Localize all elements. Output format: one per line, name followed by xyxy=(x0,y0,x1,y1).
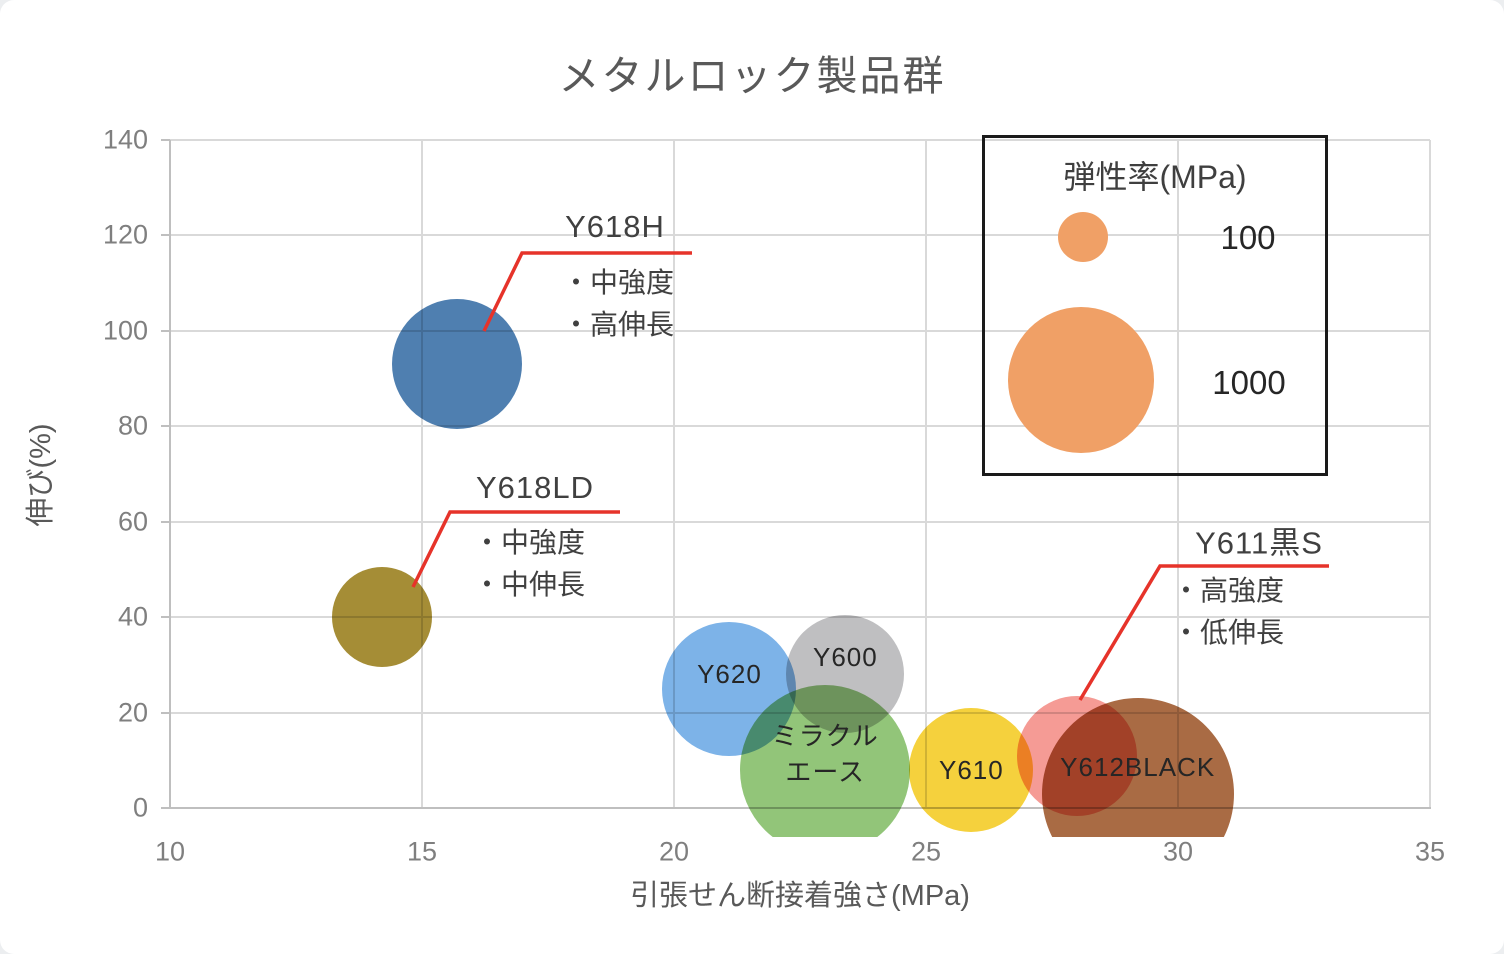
y-axis-title: 伸び(%) xyxy=(25,423,57,527)
horizontal-gridline-100 xyxy=(170,329,1430,332)
vertical-gridline-35 xyxy=(1429,140,1431,808)
legend-small-bubble-icon xyxy=(1058,212,1108,262)
horizontal-gridline-40 xyxy=(170,616,1430,619)
y-tick-label-0: 0 xyxy=(132,792,148,823)
legend-value-100: 100 xyxy=(1220,219,1276,256)
callout-bullets-Y611黒S: ・高強度 ・低伸長 xyxy=(1172,575,1285,648)
y-tick-label-140: 140 xyxy=(102,124,148,155)
y-tick-mark-20 xyxy=(161,711,170,714)
bubble-label-Y612BLACK: Y612BLACK xyxy=(1060,751,1216,782)
y-tick-mark-140 xyxy=(161,139,170,141)
callout-bullets-Y618LD: ・中強度 ・中伸長 xyxy=(473,527,586,600)
vertical-gridline-25 xyxy=(925,140,927,808)
horizontal-gridline-60 xyxy=(170,520,1430,523)
bubble-Y618H xyxy=(392,299,523,430)
y-tick-label-80: 80 xyxy=(117,410,148,441)
bubble-label-ミラクルエース: ミラクル エース xyxy=(771,720,879,787)
y-tick-label-100: 100 xyxy=(102,315,148,346)
y-axis-line xyxy=(169,140,171,808)
callout-bullets-Y618H: ・中強度 ・高伸長 xyxy=(562,267,675,340)
y-tick-label-20: 20 xyxy=(117,697,148,728)
bubble-ミラクルエース xyxy=(740,684,911,837)
bubble-label-Y620: Y620 xyxy=(697,658,762,689)
callout-name-Y618LD: Y618LD xyxy=(475,470,595,505)
x-tick-label-10: 10 xyxy=(154,836,186,867)
bubble-label-Y600: Y600 xyxy=(812,642,878,673)
bubble-Y610 xyxy=(909,707,1034,832)
y-tick-mark-120 xyxy=(161,234,170,237)
legend-value-1000: 1000 xyxy=(1212,364,1286,401)
chart-title: メタルロック製品群 xyxy=(558,53,946,99)
x-tick-label-25: 25 xyxy=(910,836,942,867)
x-axis-title: 引張せん断接着強さ(MPa) xyxy=(630,880,970,912)
bubble-label-Y610: Y610 xyxy=(938,754,1004,785)
y-tick-mark-80 xyxy=(161,425,170,428)
x-tick-label-35: 35 xyxy=(1414,836,1446,867)
legend-large-bubble-icon xyxy=(1008,307,1154,453)
callout-name-Y618H: Y618H xyxy=(565,209,665,244)
bubble-Y618LD xyxy=(331,567,432,668)
vertical-gridline-20 xyxy=(673,140,675,808)
modulus-size-legend: 弾性率(MPa) 100 1000 xyxy=(982,135,1328,476)
horizontal-gridline-140 xyxy=(170,139,1430,141)
x-tick-label-30: 30 xyxy=(1162,836,1194,867)
y-tick-label-120: 120 xyxy=(102,219,148,250)
y-tick-mark-40 xyxy=(161,616,170,619)
y-tick-mark-0 xyxy=(161,807,170,809)
vertical-gridline-15 xyxy=(421,140,423,808)
y-tick-mark-100 xyxy=(161,329,170,332)
x-tick-label-15: 15 xyxy=(406,836,438,867)
horizontal-gridline-80 xyxy=(170,425,1430,428)
horizontal-gridline-120 xyxy=(170,234,1430,237)
y-tick-label-60: 60 xyxy=(117,506,148,537)
callout-name-Y611黒S: Y611黒S xyxy=(1195,525,1323,561)
x-tick-label-20: 20 xyxy=(658,836,690,867)
y-tick-mark-60 xyxy=(161,520,170,523)
y-tick-label-40: 40 xyxy=(117,601,148,632)
legend-title: 弾性率(MPa) xyxy=(1063,159,1247,195)
